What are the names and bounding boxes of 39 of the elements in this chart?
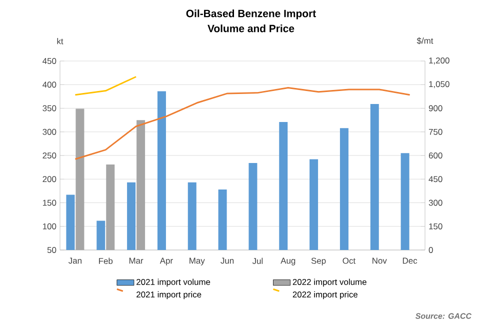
x-tick-label: Jul	[252, 258, 263, 264]
y-tick-label: 450	[42, 58, 56, 64]
legend-label: 2021 import price	[136, 291, 202, 300]
y-tick-label: 250	[42, 152, 56, 158]
x-tick-label: Apr	[160, 258, 173, 266]
y2-tick-label: 300	[428, 200, 442, 206]
x-tick-label: Mar	[129, 258, 144, 264]
y2-tick-label: 1,200	[429, 58, 450, 64]
chart-subtitle: Volume and Price	[208, 24, 294, 32]
x-tick-label: Feb	[99, 258, 113, 264]
x-tick-label: Sep	[311, 258, 326, 266]
y2-axis-title: $/mt	[416, 37, 434, 44]
y-axis-title: kt	[57, 38, 64, 44]
y-tick-label: 100	[42, 223, 56, 230]
y2-tick-label: 600	[428, 152, 442, 158]
y2-tick-label: 1,050	[429, 81, 450, 88]
x-tick-label: Dec	[402, 258, 418, 264]
y-tick-label: 200	[42, 176, 56, 182]
line-series	[74, 87, 411, 160]
y2-tick-label: 0	[428, 247, 433, 253]
y-tick-label: 350	[42, 105, 56, 112]
legend-label: 2022 import volume	[292, 278, 366, 287]
x-tick-label: Jun	[220, 258, 234, 264]
legend-label: 2022 import price	[292, 291, 358, 300]
x-tick-label: May	[190, 258, 205, 266]
chart-title: Oil-Based Benzene Import	[186, 10, 316, 20]
x-tick-label: Nov	[372, 258, 387, 264]
y-tick-label: 150	[42, 200, 56, 206]
y2-tick-label: 450	[428, 176, 442, 182]
y2-tick-label: 900	[428, 105, 442, 112]
x-tick-label: Aug	[280, 258, 296, 266]
x-tick-label: Jan	[68, 258, 82, 264]
y2-tick-label: 750	[428, 128, 442, 135]
y-tick-label: 50	[47, 247, 56, 253]
x-tick-label: Oct	[342, 258, 356, 264]
y2-tick-label: 150	[429, 223, 442, 230]
legend-label: 2021 import volume	[136, 278, 210, 287]
y-tick-label: 400	[42, 82, 56, 88]
y-tick-label: 300	[42, 128, 56, 135]
